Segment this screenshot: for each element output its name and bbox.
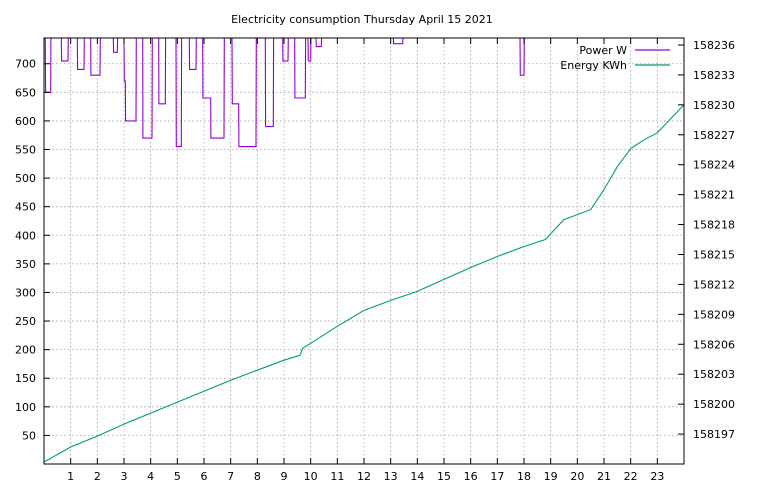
y2-tick-label: 158221	[693, 189, 735, 202]
legend: Power W Energy KWh	[560, 44, 670, 72]
y2-tick-label: 158233	[693, 69, 735, 82]
y-tick-label: 300	[15, 286, 36, 299]
x-tick-label: 5	[174, 470, 181, 483]
x-tick-label: 9	[281, 470, 288, 483]
x-tick-label: 22	[624, 470, 638, 483]
y2-tick-label: 158230	[693, 99, 735, 112]
y2-tick-label: 158224	[693, 159, 735, 172]
y-tick-label: 150	[15, 372, 36, 385]
y-tick-label: 250	[15, 315, 36, 328]
x-tick-label: 6	[201, 470, 208, 483]
x-tick-label: 15	[437, 470, 451, 483]
x-tick-label: 7	[227, 470, 234, 483]
chart-title: Electricity consumption Thursday April 1…	[231, 13, 493, 26]
x-tick-label: 1	[67, 470, 74, 483]
series-layer	[43, 37, 685, 463]
x-tick-label: 19	[544, 470, 558, 483]
y-tick-label: 50	[22, 429, 36, 442]
legend-label: Energy KWh	[560, 59, 627, 72]
y2-tick-label: 158200	[693, 398, 735, 411]
y2-tick-label: 158203	[693, 368, 735, 381]
x-tick-label: 17	[490, 470, 504, 483]
y2-tick-label: 158212	[693, 278, 735, 291]
y-tick-label: 700	[15, 58, 36, 71]
x-tick-label: 10	[304, 470, 318, 483]
x-tick-label: 8	[254, 470, 261, 483]
series-line-energy-kwh	[43, 104, 685, 463]
y-tick-label: 550	[15, 144, 36, 157]
y-tick-label: 650	[15, 86, 36, 99]
y-tick-label: 200	[15, 344, 36, 357]
grid-lines	[44, 38, 684, 464]
y-tick-label: 600	[15, 115, 36, 128]
y2-tick-label: 158206	[693, 338, 735, 351]
y-tick-label: 350	[15, 258, 36, 271]
y2-tick-label: 158197	[693, 428, 735, 441]
y-tick-label: 400	[15, 229, 36, 242]
x-tick-label: 20	[570, 470, 584, 483]
x-tick-label: 18	[517, 470, 531, 483]
x-tick-label: 11	[330, 470, 344, 483]
x-tick-label: 3	[121, 470, 128, 483]
series-line-power-w	[44, 37, 684, 148]
axis-ticks: 1 2 3 4 5 6 7 8 9 10 11 12 13 14 15 16 17 18 19 20 21 22 23501…	[15, 38, 735, 483]
x-tick-label: 13	[384, 470, 398, 483]
y2-tick-label: 158236	[693, 39, 735, 52]
x-tick-label: 14	[410, 470, 424, 483]
y-tick-label: 450	[15, 201, 36, 214]
y2-tick-label: 158209	[693, 308, 735, 321]
x-tick-label: 4	[147, 470, 154, 483]
legend-label: Power W	[579, 44, 627, 57]
x-tick-label: 23	[650, 470, 664, 483]
y-tick-label: 100	[15, 401, 36, 414]
x-tick-label: 2	[94, 470, 101, 483]
y2-tick-label: 158218	[693, 219, 735, 232]
x-tick-label: 12	[357, 470, 371, 483]
x-tick-label: 16	[464, 470, 478, 483]
x-tick-label: 21	[597, 470, 611, 483]
y2-tick-label: 158215	[693, 248, 735, 261]
y-tick-label: 500	[15, 172, 36, 185]
y2-tick-label: 158227	[693, 129, 735, 142]
